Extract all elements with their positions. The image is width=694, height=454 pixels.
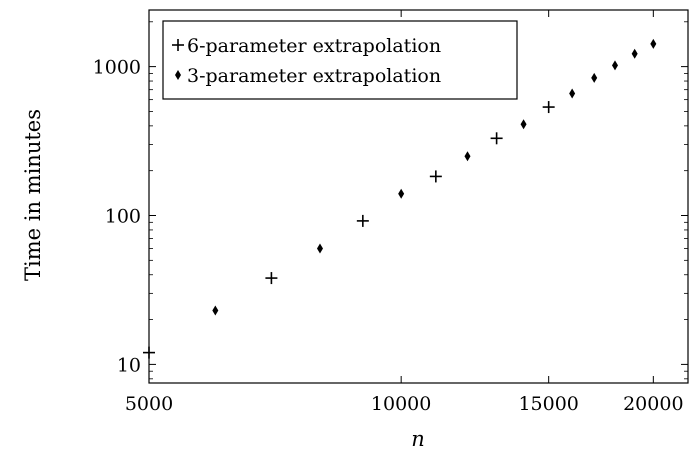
data-point-6-parameter	[143, 346, 155, 359]
data-point-3-parameter	[591, 72, 598, 83]
x-tick-label: 20000	[623, 393, 683, 415]
x-tick-label: 15000	[518, 393, 578, 415]
data-point-3-parameter	[464, 151, 471, 162]
legend-plus-glyph	[172, 39, 184, 51]
plot-frame	[148, 9, 689, 384]
data-point-6-parameter	[265, 272, 278, 285]
data-point-3-parameter	[212, 305, 219, 316]
legend-box	[162, 20, 518, 100]
legend-entry-6-parameter: 6-parameter extrapolation	[187, 35, 441, 57]
y-tick-label: 100	[105, 206, 141, 228]
y-tick-label: 10	[117, 354, 141, 376]
legend-entry-3-parameter: 3-parameter extrapolation	[187, 65, 441, 87]
data-point-3-parameter	[398, 188, 405, 199]
x-axis-label: n	[411, 427, 425, 451]
x-tick-label: 10000	[371, 393, 431, 415]
data-point-6-parameter	[356, 214, 369, 227]
y-axis-label: Time in minutes	[21, 109, 45, 281]
data-point-6-parameter	[542, 101, 555, 114]
data-point-3-parameter	[316, 243, 323, 254]
legend-diamond-glyph	[175, 70, 181, 80]
data-point-3-parameter	[569, 88, 576, 99]
data-point-3-parameter	[631, 48, 638, 59]
data-point-6-parameter	[429, 170, 442, 183]
data-point-3-parameter	[611, 60, 618, 71]
y-tick-label: 1000	[93, 57, 141, 79]
legend: 6-parameter extrapolation 3-parameter ex…	[162, 20, 518, 100]
data-point-3-parameter	[650, 38, 657, 49]
legend-marker-diamond	[175, 70, 181, 80]
x-tick-label: 5000	[125, 393, 173, 415]
data-point-6-parameter	[490, 132, 503, 145]
legend-marker-plus	[172, 39, 184, 51]
data-point-3-parameter	[520, 119, 527, 130]
